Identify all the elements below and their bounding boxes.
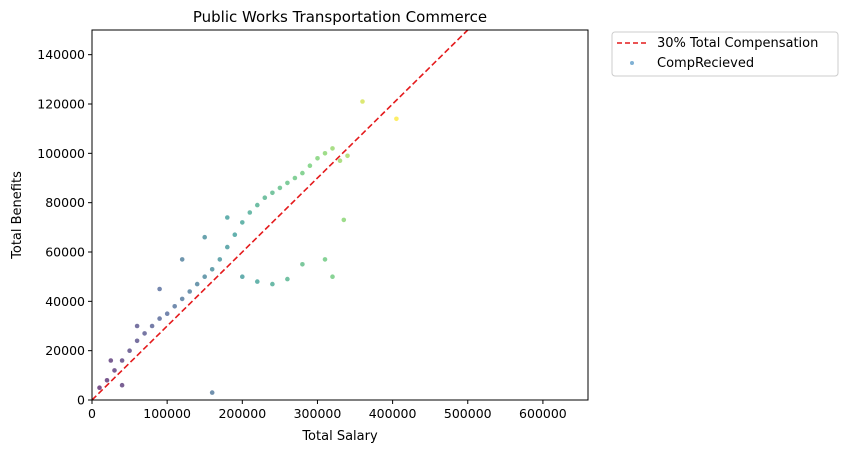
legend-label-scatter: CompRecieved xyxy=(657,56,754,71)
scatter-point xyxy=(225,215,230,220)
y-tick-label: 100000 xyxy=(37,146,85,161)
scatter-point xyxy=(179,296,185,302)
scatter-point xyxy=(315,156,320,161)
x-tick-label: 0 xyxy=(88,406,96,421)
scatter-point xyxy=(209,390,215,395)
scatter-point xyxy=(394,116,399,122)
scatter-point xyxy=(225,244,230,250)
scatter-point xyxy=(142,331,147,336)
scatter-point xyxy=(292,175,298,181)
x-tick-label: 300000 xyxy=(294,406,342,421)
scatter-point xyxy=(300,262,305,267)
scatter-point xyxy=(127,348,132,354)
scatter-point xyxy=(164,311,170,317)
scatter-point xyxy=(104,378,110,383)
scatter-point xyxy=(285,276,290,282)
scatter-point xyxy=(262,195,268,200)
scatter-point xyxy=(360,99,365,104)
y-tick-label: 120000 xyxy=(37,97,85,112)
scatter-point xyxy=(187,289,192,294)
scatter-point xyxy=(300,170,305,176)
reference-line-layer xyxy=(92,30,469,400)
y-tick-label: 140000 xyxy=(37,47,85,62)
scatter-point xyxy=(202,234,207,240)
scatter-point xyxy=(179,257,185,262)
scatter-point xyxy=(270,281,275,287)
legend-frame xyxy=(611,31,839,77)
scatter-point xyxy=(240,274,245,280)
y-tick-label: 80000 xyxy=(45,195,85,210)
scatter-point xyxy=(285,180,290,186)
scatter-point xyxy=(119,358,125,363)
scatter-point xyxy=(232,232,238,237)
scatter-point xyxy=(209,267,215,272)
scatter-point xyxy=(134,323,140,329)
legend-scatter-swatch xyxy=(630,61,634,65)
scatter-point xyxy=(108,358,114,363)
y-tick-label: 0 xyxy=(77,393,85,408)
scatter-point xyxy=(307,163,313,168)
x-tick-label: 100000 xyxy=(143,406,191,421)
scatter-point xyxy=(330,274,335,280)
scatter-point xyxy=(277,185,283,191)
legend-label-line: 30% Total Compensation xyxy=(657,36,818,51)
scatter-point xyxy=(254,279,260,284)
scatter-point xyxy=(322,257,328,262)
scatter-point xyxy=(172,304,177,309)
scatter-points xyxy=(97,99,399,395)
scatter-point xyxy=(112,368,117,373)
scatter-point xyxy=(247,210,253,215)
x-tick-label: 400000 xyxy=(369,406,417,421)
scatter-point xyxy=(341,217,347,223)
legend: 30% Total Compensation CompRecieved xyxy=(611,31,839,77)
y-axis-ticks: 0 20000 40000 60000 80000 100000 120000 140000 xyxy=(37,47,92,408)
chart-title: Public Works Transportation Commerce xyxy=(193,8,487,26)
scatter-point xyxy=(149,323,155,329)
scatter-point xyxy=(157,316,162,321)
scatter-point xyxy=(240,220,245,225)
scatter-point xyxy=(134,338,140,344)
scatter-point xyxy=(322,151,328,156)
x-tick-label: 600000 xyxy=(519,406,567,421)
scatter-point xyxy=(345,153,350,159)
y-tick-label: 60000 xyxy=(45,245,85,260)
scatter-point xyxy=(157,286,162,292)
scatter-point xyxy=(97,385,102,391)
x-axis-label: Total Salary xyxy=(301,429,378,444)
scatter-point xyxy=(337,158,343,163)
reference-line-30pct xyxy=(92,30,469,400)
x-tick-label: 200000 xyxy=(218,406,266,421)
scatter-point xyxy=(254,202,260,208)
y-tick-label: 40000 xyxy=(45,294,85,309)
x-tick-label: 500000 xyxy=(444,406,492,421)
x-axis-ticks: 0 100000 200000 300000 400000 500000 600000 xyxy=(88,400,567,421)
y-tick-label: 20000 xyxy=(45,343,85,358)
scatter-point xyxy=(202,274,207,280)
scatter-point xyxy=(330,146,335,151)
plot-frame xyxy=(91,29,589,401)
scatter-point xyxy=(270,190,275,196)
scatter-point xyxy=(119,382,125,388)
scatter-point xyxy=(194,281,200,287)
scatter-point xyxy=(217,257,223,262)
y-axis-label: Total Benefits xyxy=(10,171,25,260)
